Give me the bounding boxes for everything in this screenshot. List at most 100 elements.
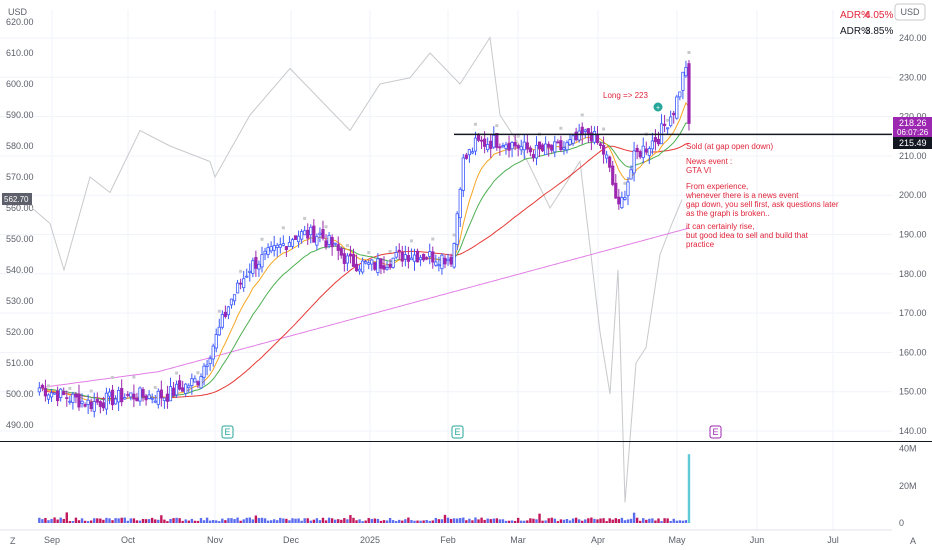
volume-bar	[260, 517, 264, 523]
volume-bar	[422, 520, 425, 523]
signal-marker	[111, 375, 115, 379]
left-axis-tick: 510.00	[6, 358, 34, 368]
candle	[370, 258, 374, 271]
candle	[318, 227, 322, 243]
long-entry-marker[interactable]: +	[653, 102, 663, 113]
signal-marker	[217, 309, 221, 313]
volume-bar	[434, 517, 438, 523]
svg-text:+: +	[656, 105, 660, 112]
volume-bar	[358, 519, 361, 523]
candle	[187, 383, 191, 393]
candle	[611, 160, 615, 187]
annotation-line: practice	[686, 240, 715, 249]
left-axis-tick: 590.00	[6, 110, 34, 120]
candle	[537, 141, 542, 157]
volume-bar	[163, 519, 166, 523]
candle	[266, 243, 270, 259]
volume-bar	[568, 520, 572, 523]
left-axis-tick: 580.00	[6, 141, 34, 151]
volume-bar	[605, 521, 608, 523]
volume-bar	[294, 518, 297, 523]
right-currency-button[interactable]: USD	[894, 3, 926, 21]
candle	[516, 143, 520, 157]
auto-scale-button[interactable]: A	[910, 536, 916, 546]
volume-bar	[584, 519, 587, 523]
left-axis-tick: 560.00	[6, 203, 34, 213]
volume-bar	[495, 518, 499, 523]
candle	[211, 343, 215, 367]
signal-marker	[46, 384, 50, 388]
earnings-marker[interactable]: E	[451, 425, 464, 439]
volume-bar	[83, 520, 87, 523]
right-price-axis[interactable]: 240.00 230.00 220.00 210.00 200.00 190.00 180.…	[899, 33, 927, 436]
candle	[443, 255, 447, 269]
candle	[531, 149, 536, 162]
candle	[144, 393, 148, 406]
candle	[168, 377, 173, 402]
volume-bar	[635, 517, 639, 523]
volume-bar	[379, 520, 383, 523]
volume-bar	[154, 519, 157, 523]
candle	[254, 250, 258, 277]
left-price-axis[interactable]: 620.00 610.00 600.00 590.00 580.00 570.00 560.…	[6, 17, 34, 430]
volume-bar	[492, 518, 495, 523]
volume-bar	[80, 518, 84, 523]
signal-marker	[260, 237, 264, 241]
candle	[675, 94, 679, 120]
volume-bar	[645, 519, 648, 523]
candle	[132, 384, 136, 408]
volume-bar	[257, 517, 261, 523]
volume-bar	[574, 517, 578, 523]
volume-bar	[248, 517, 251, 523]
signal-marker	[431, 237, 435, 241]
candle	[37, 382, 41, 396]
volume-bar	[44, 518, 47, 523]
time-axis[interactable]: Sep Oct Nov Dec 2025 Feb Mar Apr May Jun Jul	[44, 535, 839, 545]
time-axis-label: Apr	[591, 535, 605, 545]
volume-bar	[599, 518, 602, 523]
earnings-marker-upcoming[interactable]: E	[709, 425, 722, 439]
signal-marker	[153, 385, 157, 389]
time-axis-label: Feb	[440, 535, 456, 545]
volume-bar	[364, 520, 367, 523]
volume-bar	[346, 519, 349, 523]
right-axis-tick: 200.00	[899, 190, 927, 200]
volume-bar	[593, 518, 596, 523]
candle	[199, 373, 203, 389]
volume-bar	[141, 518, 145, 523]
timezone-button[interactable]: Z	[10, 536, 16, 546]
right-axis-tick: 170.00	[899, 308, 927, 318]
candle	[528, 145, 532, 157]
volume-bar	[175, 517, 178, 523]
candle	[342, 248, 346, 272]
signal-marker	[623, 181, 627, 185]
annotation-experience: From experience,whenever there is a news…	[685, 182, 839, 218]
candle	[388, 259, 392, 270]
candle	[687, 59, 691, 131]
candle	[217, 318, 221, 336]
signal-marker	[196, 371, 200, 375]
volume-bar	[587, 518, 590, 523]
volume-bar	[330, 518, 334, 523]
candle	[479, 136, 484, 149]
candle	[394, 246, 398, 260]
volume-bar	[65, 512, 68, 523]
comparison-last-label: 562.70	[2, 193, 32, 205]
candle	[43, 379, 48, 402]
volume-bar	[407, 517, 410, 523]
earnings-marker[interactable]: E	[221, 425, 234, 439]
candle	[113, 395, 118, 405]
volume-bar	[556, 521, 560, 523]
candle	[647, 146, 651, 164]
right-axis-tick: 140.00	[899, 426, 927, 436]
volume-bar	[638, 520, 642, 523]
signal-marker	[452, 233, 456, 237]
left-axis-tick: 490.00	[6, 420, 34, 430]
volume-bar	[462, 517, 465, 523]
candle	[126, 391, 130, 398]
candle	[278, 237, 282, 254]
volume-bar	[562, 519, 566, 523]
volume-bar	[291, 518, 294, 523]
volume-bar	[285, 518, 288, 523]
